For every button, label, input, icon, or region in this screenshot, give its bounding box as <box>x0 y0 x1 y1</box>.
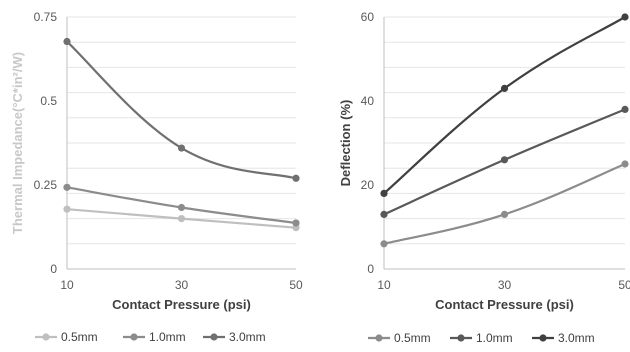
impedance-legend-label: 0.5mm <box>61 330 98 344</box>
deflection-x-axis-title: Contact Pressure (psi) <box>435 297 574 312</box>
deflection-series-line-3.0mm <box>383 16 626 195</box>
deflection-x-tick-label: 30 <box>498 278 512 292</box>
deflection-data-point-0.5mm <box>621 160 629 168</box>
impedance-y-tick-label: 0.25 <box>34 178 58 192</box>
deflection-data-point-3.0mm <box>380 189 388 197</box>
deflection-legend-marker-1.0mm <box>457 334 465 342</box>
deflection-legend-label: 1.0mm <box>476 331 513 345</box>
impedance-data-point-3.0mm <box>177 144 186 152</box>
impedance-y-tick-label: 0.75 <box>34 10 58 24</box>
deflection-y-tick-label: 60 <box>361 10 375 24</box>
impedance-legend-label: 1.0mm <box>149 330 186 344</box>
impedance-y-tick-label: 0 <box>50 262 57 276</box>
deflection-data-point-0.5mm <box>380 240 388 248</box>
impedance-legend-marker-1.0mm <box>130 333 138 341</box>
deflection-y-tick-label: 20 <box>361 178 375 192</box>
impedance-x-tick-label: 10 <box>60 278 74 292</box>
impedance-data-point-1.0mm <box>63 183 71 191</box>
deflection-data-point-1.0mm <box>621 105 629 113</box>
deflection-data-point-1.0mm <box>380 210 388 218</box>
impedance-legend-label: 3.0mm <box>229 330 266 344</box>
impedance-series-line-3.0mm <box>66 40 297 180</box>
impedance-data-point-3.0mm <box>63 37 71 46</box>
deflection-x-tick-label: 50 <box>618 278 630 292</box>
deflection-x-tick-label: 10 <box>377 278 391 292</box>
deflection-data-point-3.0mm <box>621 13 629 21</box>
deflection-legend-label: 3.0mm <box>558 331 595 345</box>
impedance-data-point-0.5mm <box>177 215 186 223</box>
deflection-series-line-0.5mm <box>383 162 626 245</box>
impedance-legend-marker-0.5mm <box>42 333 50 341</box>
impedance-x-tick-label: 30 <box>175 278 189 292</box>
deflection-y-tick-label: 40 <box>361 94 375 108</box>
deflection-y-axis-title: Deflection (%) <box>338 100 353 187</box>
deflection-data-point-0.5mm <box>500 210 509 218</box>
deflection-data-point-3.0mm <box>500 84 509 92</box>
impedance-y-axis-title: Thermal Impedance(°C*in²/W) <box>10 52 25 234</box>
impedance-data-point-3.0mm <box>292 174 300 182</box>
impedance-data-point-0.5mm <box>63 205 71 213</box>
deflection-legend-marker-3.0mm <box>539 334 547 342</box>
impedance-x-axis-title: Contact Pressure (psi) <box>112 297 251 312</box>
impedance-data-point-1.0mm <box>292 219 300 227</box>
deflection-legend-marker-0.5mm <box>375 334 383 342</box>
impedance-x-tick-label: 50 <box>289 278 303 292</box>
impedance-legend-marker-3.0mm <box>210 333 218 341</box>
impedance-y-tick-label: 0.5 <box>40 94 57 108</box>
impedance-data-point-1.0mm <box>177 203 186 212</box>
deflection-y-tick-label: 0 <box>367 262 374 276</box>
deflection-legend-label: 0.5mm <box>394 331 431 345</box>
deflection-data-point-1.0mm <box>500 156 509 164</box>
